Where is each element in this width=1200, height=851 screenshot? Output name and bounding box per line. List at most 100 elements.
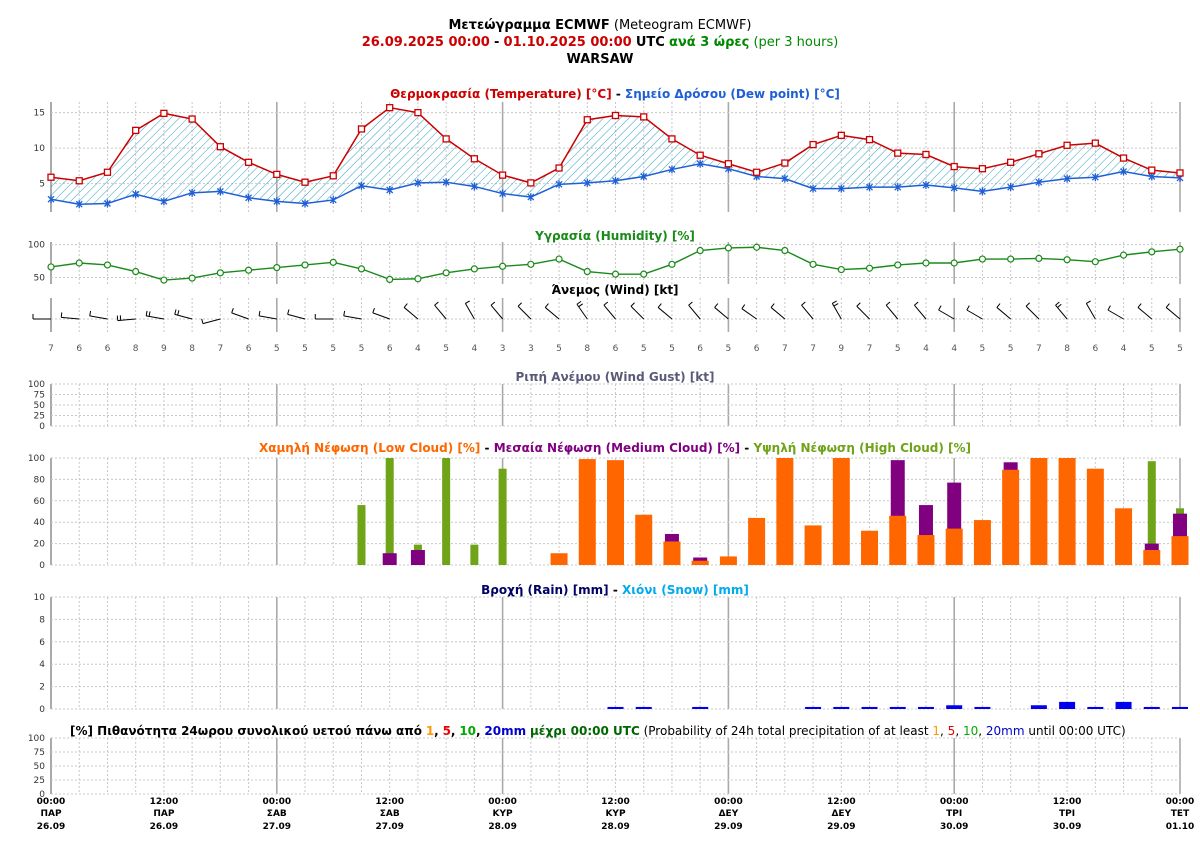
wind-barb-feather: [801, 301, 806, 306]
low-cloud-bar: [1058, 458, 1076, 565]
wind-speed-label: 6: [613, 344, 619, 354]
wind-barb: [372, 312, 390, 320]
wind-barb-feather: [1107, 305, 1111, 311]
high-cloud-bar: [357, 505, 366, 565]
wind-barb-feather: [372, 307, 375, 314]
wind-barb: [258, 315, 277, 320]
humidity-panel-title: Υγρασία (Humidity) [%]: [535, 229, 695, 243]
dewpoint-point: [1035, 178, 1043, 187]
temperature-point: [611, 111, 620, 120]
rain-bar: [1115, 701, 1132, 709]
high-cloud-bar: [385, 458, 394, 565]
wind-speed-label: 5: [726, 344, 732, 354]
temperature-point: [1007, 158, 1015, 166]
x-tick-time: 00:00: [37, 797, 66, 807]
rain-bar: [889, 706, 906, 709]
humidity-point: [1119, 251, 1128, 259]
rain-ytick-label: 6: [39, 638, 45, 648]
wind-speed-label: 7: [217, 344, 223, 354]
humidity-point: [386, 275, 394, 284]
low-cloud-bar: [776, 458, 794, 565]
temperature-point: [301, 178, 309, 186]
date-range: 26.09.2025 00:00 - 01.10.2025 00:00 UTC …: [0, 35, 1200, 51]
wind-barb: [1025, 305, 1040, 320]
temperature-point: [583, 116, 591, 124]
wind-barb: [1137, 307, 1153, 320]
dewpoint-point: [470, 182, 478, 191]
temperature-point: [555, 164, 563, 172]
x-tick-day: ΤΡΙ: [1059, 809, 1075, 819]
wind-barb: [202, 318, 221, 325]
rain-bar: [635, 706, 652, 709]
location-name: WARSAW: [566, 52, 634, 67]
wind-barb: [287, 313, 306, 320]
x-tick-date: 27.09: [375, 822, 403, 832]
wind-speed-label: 6: [76, 344, 82, 354]
humidity-point: [499, 262, 507, 270]
temperature-point: [1119, 154, 1128, 162]
humidity-point: [753, 243, 761, 251]
humidity-point: [809, 260, 817, 268]
title-separator: -: [615, 87, 621, 101]
rain-bar: [946, 705, 963, 709]
dewpoint-point: [273, 197, 281, 206]
x-tick-time: 00:00: [940, 797, 969, 807]
wind-speed-label: 3: [528, 344, 534, 354]
probability-until: μέχρι 00:00 UTC: [529, 724, 640, 738]
humidity-point: [696, 246, 704, 255]
humidity-point: [724, 244, 733, 252]
wind-barb-feather: [741, 304, 746, 309]
x-tick-day: ΚΥΡ: [493, 809, 513, 819]
humidity-point: [188, 274, 196, 282]
humidity-point: [1176, 245, 1184, 253]
low-cloud-bar: [1115, 508, 1133, 565]
cloud-ytick-label: 0: [39, 561, 45, 571]
wind-barb-feather: [1165, 303, 1170, 308]
low-cloud-bar: [719, 556, 737, 565]
humidity-point: [1007, 255, 1015, 263]
cloud-ytick-label: 80: [34, 475, 46, 485]
title-greek: Μετεώγραμμα ECMWF: [448, 18, 610, 33]
x-tick-date: 28.09: [601, 822, 629, 832]
wind-panel-title: Άνεμος (Wind) [kt]: [551, 283, 679, 297]
x-tick-day: ΔΕΥ: [719, 809, 739, 819]
wind-barb: [856, 305, 870, 320]
dewpoint-point: [1120, 167, 1128, 176]
x-tick-date: 28.09: [488, 822, 516, 832]
wind-speed-label: 9: [838, 344, 844, 354]
wind-speed-label: 5: [359, 344, 365, 354]
x-tick-day: ΠΑΡ: [153, 809, 174, 819]
humidity-point: [865, 264, 874, 272]
dewpoint-point: [499, 189, 507, 198]
wind-speed-label: 5: [1008, 344, 1014, 354]
comma: ,: [955, 724, 960, 738]
x-tick-date: 01.10: [1166, 822, 1194, 832]
wind-barb: [714, 307, 729, 320]
wind-barb: [490, 304, 503, 320]
wind-speed-label: 7: [782, 344, 788, 354]
temperature-point: [216, 143, 225, 151]
wind-barb-feather: [465, 300, 470, 304]
dewpoint-point: [583, 178, 591, 187]
wind-barb-feather: [770, 303, 775, 308]
temperature-ytick-label: 15: [34, 109, 45, 119]
wind-speed-label: 5: [669, 344, 675, 354]
x-tick-time: 12:00: [375, 797, 404, 807]
wind-speed-label: 5: [641, 344, 647, 354]
medium-cloud-bar: [382, 553, 397, 565]
interval-english: (per 3 hours): [753, 35, 839, 50]
low-cloud-bar: [691, 560, 709, 565]
temperature-ytick-label: 5: [39, 180, 45, 190]
x-tick-day: ΤΕΤ: [1171, 809, 1190, 819]
dewpoint-point: [640, 172, 648, 181]
wind-barb: [603, 304, 616, 320]
dewpoint-point: [329, 195, 337, 204]
date-from: 26.09.2025 00:00: [361, 35, 490, 50]
humidity-point: [329, 258, 337, 266]
temperature-point: [1176, 169, 1184, 177]
humidity-point: [555, 255, 563, 263]
date-dash: -: [494, 35, 500, 50]
rain-ytick-label: 2: [39, 683, 45, 693]
wind-barb: [966, 309, 983, 320]
wind-barb-feather: [490, 301, 496, 306]
